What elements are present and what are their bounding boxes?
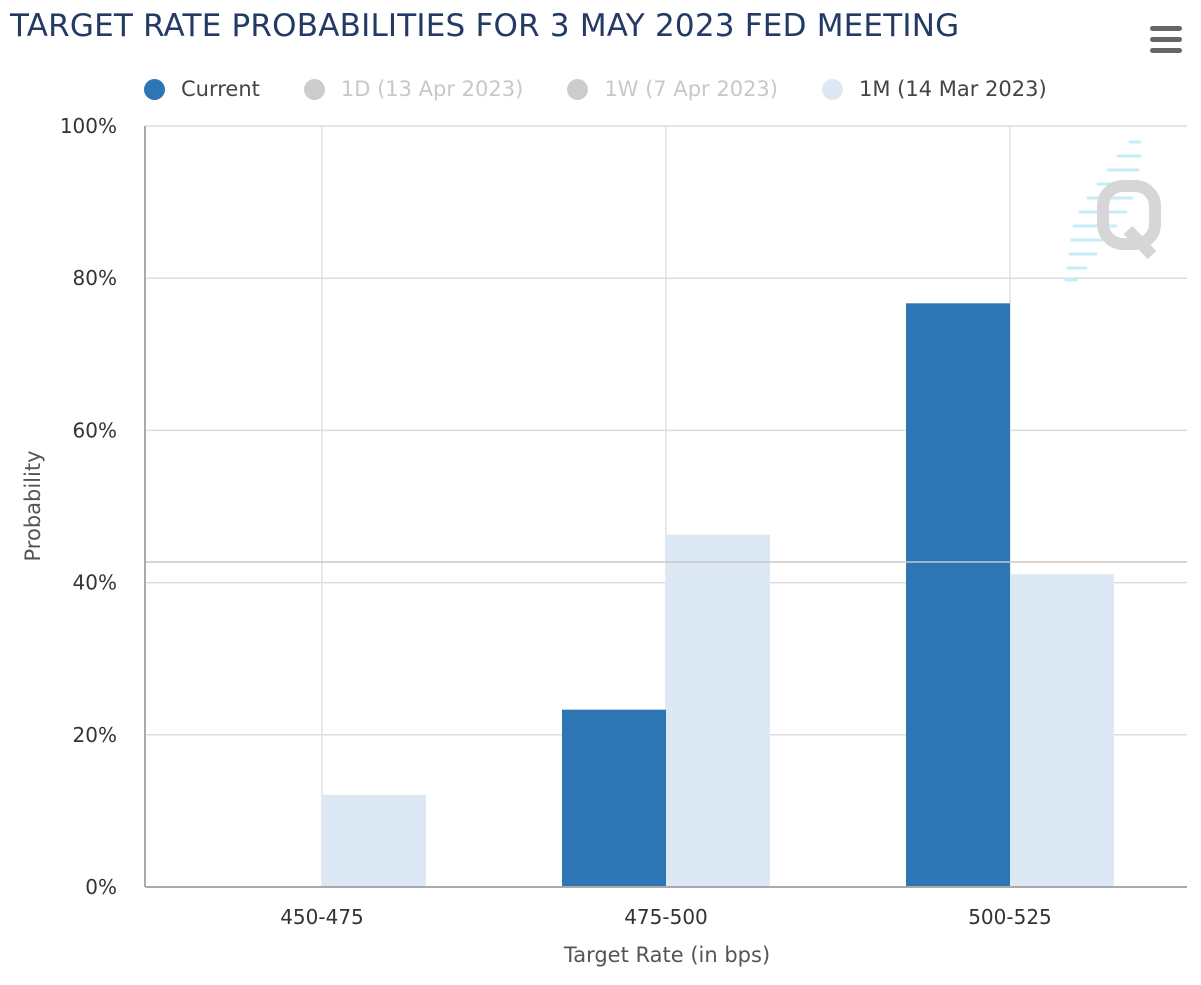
- legend-label-1d: 1D (13 Apr 2023): [340, 77, 524, 101]
- y-axis-title: Probability: [21, 450, 45, 561]
- legend-label-current: Current: [181, 77, 260, 101]
- legend-label-1m: 1M (14 Mar 2023): [858, 77, 1047, 101]
- x-tick-label: 500-525: [968, 905, 1052, 929]
- legend-swatch-1d: [303, 78, 325, 100]
- legend-item-1m[interactable]: 1M (14 Mar 2023): [821, 77, 1047, 101]
- y-tick-label: 0%: [85, 875, 117, 899]
- y-tick-label: 40%: [73, 571, 117, 595]
- chart-title: TARGET RATE PROBABILITIES FOR 3 MAY 2023…: [10, 8, 960, 44]
- legend-item-current[interactable]: Current: [144, 77, 260, 101]
- legend-label-1w: 1W (7 Apr 2023): [604, 77, 778, 101]
- bar-1m-14-mar-2023-450-475: [322, 794, 426, 887]
- legend-swatch-1w: [567, 78, 589, 100]
- bar-current-475-500: [562, 709, 666, 887]
- bar-1m-14-mar-2023-500-525: [1010, 574, 1114, 887]
- y-tick-label: 100%: [60, 114, 117, 138]
- bar-1m-14-mar-2023-475-500: [666, 534, 770, 887]
- y-tick-label: 60%: [73, 418, 117, 442]
- y-tick-label: 80%: [73, 266, 117, 290]
- legend-item-1w[interactable]: 1W (7 Apr 2023): [567, 77, 778, 101]
- y-tick-label: 20%: [73, 723, 117, 747]
- quikstrike-q-logo-icon: [1064, 140, 1161, 282]
- x-axis-title: Target Rate (in bps): [563, 943, 770, 967]
- chart-legend: Current 1D (13 Apr 2023) 1W (7 Apr 2023)…: [144, 74, 1047, 104]
- x-tick-label: 475-500: [624, 905, 708, 929]
- hamburger-menu-icon[interactable]: [1148, 24, 1184, 56]
- bar-current-500-525: [906, 303, 1010, 887]
- legend-swatch-1m: [821, 78, 843, 100]
- legend-swatch-current: [144, 78, 165, 100]
- legend-item-1d[interactable]: 1D (13 Apr 2023): [303, 77, 524, 101]
- x-tick-label: 450-475: [280, 905, 364, 929]
